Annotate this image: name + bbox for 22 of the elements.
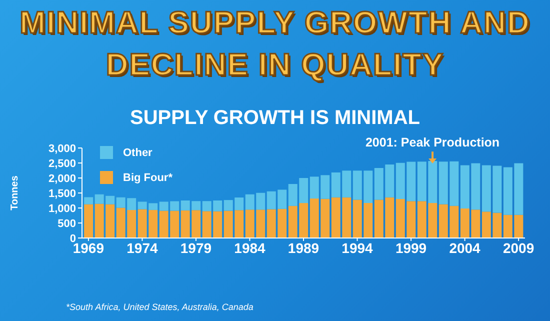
legend-label: Other [123,146,152,158]
annotation: 2001: Peak Production [365,136,500,150]
y-tick-label: 500 [58,218,76,230]
x-tick-label: 1999 [395,240,427,256]
chart-title: MINIMAL SUPPLY GROWTH AND DECLINE IN QUALITY [18,4,532,84]
y-tick-label: 0 [70,232,76,245]
legend-label: Big Four* [123,172,172,184]
y-axis-title: Tonnes [10,175,21,210]
y-tick-label: 2,500 [48,158,76,170]
x-tick-label: 1984 [234,240,266,256]
y-tick-label: 3,000 [48,142,76,155]
x-tick-label: 1989 [288,240,320,256]
y-tick-label: 1,500 [48,188,76,200]
x-tick-label: 1979 [180,240,212,256]
x-tick-label: 2009 [502,240,534,256]
chart-subtitle: SUPPLY GROWTH IS MINIMAL [128,107,422,130]
x-tick-label: 1994 [342,240,374,256]
y-tick-label: 1,000 [48,202,76,215]
x-tick-label: 1974 [126,240,158,256]
x-tick-label: 2004 [449,240,481,256]
text: *South Africa, United States, Australia, Canada [66,302,254,312]
y-tick-label: 2,000 [48,172,76,185]
